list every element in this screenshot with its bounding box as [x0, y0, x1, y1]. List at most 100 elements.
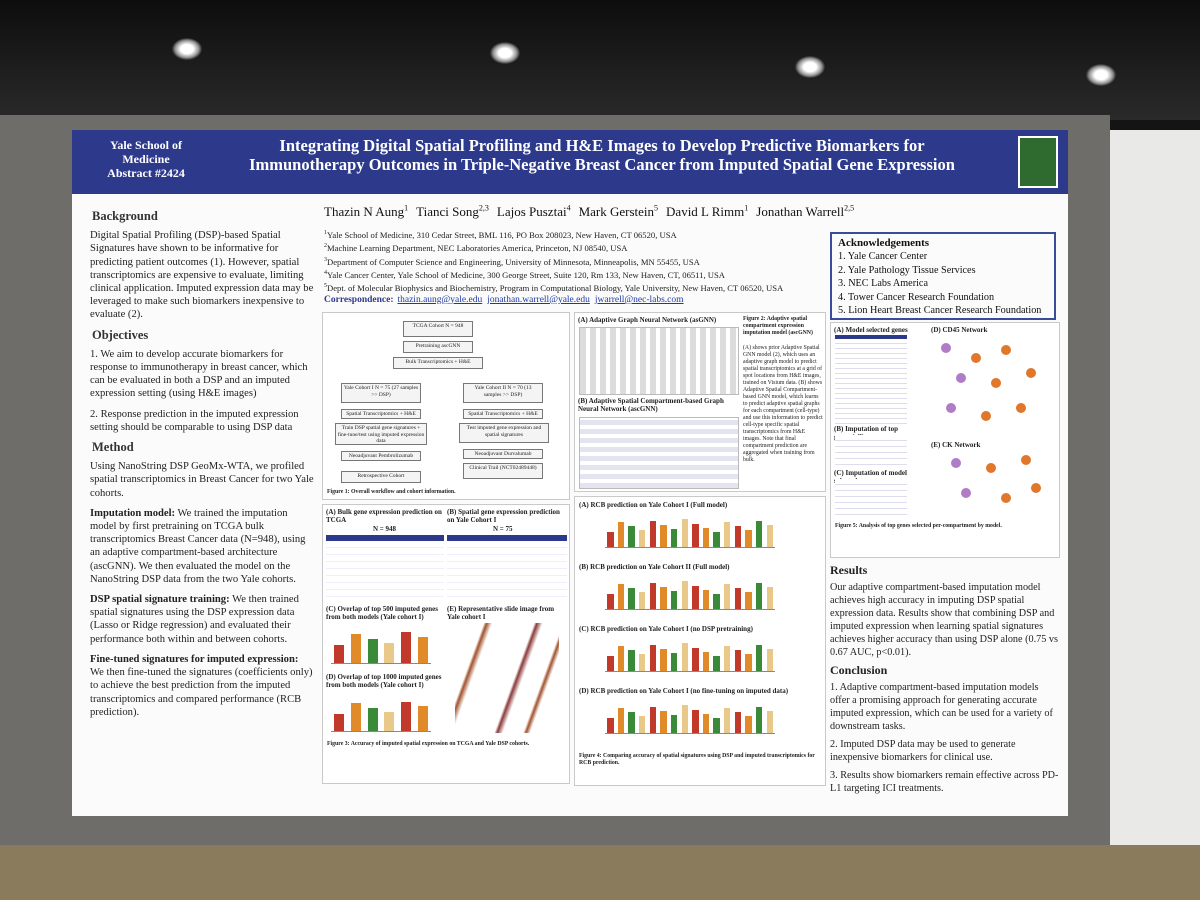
chart-graphic-bar [628, 588, 635, 609]
table-graphic [835, 435, 907, 465]
ack-item: 4. Tower Cancer Research Foundation [838, 291, 995, 303]
paragraph-lead: Imputation model: [90, 507, 176, 519]
table-graphic [326, 535, 444, 597]
section-heading: Method [92, 440, 134, 455]
chart-graphic-bar [628, 712, 635, 733]
affiliation-number: 2 [324, 243, 327, 250]
panel-title: (B) Adaptive Spatial Compartment-based G… [578, 397, 724, 413]
panel-title: (E) CK Network [931, 441, 981, 449]
author: David L Rimm1 [666, 204, 748, 219]
affiliation-text: Department of Computer Science and Engin… [327, 256, 700, 267]
chart-graphic-bar [766, 648, 773, 671]
section-heading: Results [830, 563, 868, 577]
chart-graphic-bar [628, 526, 635, 547]
chart-graphic-bar [660, 710, 667, 733]
paragraph: 2. Imputed DSP data may be used to gener… [830, 739, 1016, 763]
chart-graphic-bar [692, 647, 699, 671]
panel-subtitle: N = 948 [373, 525, 397, 533]
table-graphic [835, 335, 907, 425]
paragraph: Our adaptive compartment-based imputatio… [830, 582, 1058, 658]
ceiling [0, 0, 1200, 120]
chart-graphic-bar [334, 713, 345, 731]
panel-title: (C) RCB prediction on Yale Cohort I (no … [579, 625, 753, 633]
chart-graphic-bar [755, 706, 763, 733]
affiliation: 4Yale Cancer Center, Yale School of Medi… [324, 268, 894, 281]
author-affiliation: 1 [744, 204, 749, 213]
network-node [986, 463, 996, 473]
poster: Yale School of Medicine Abstract #2424 Int… [72, 130, 1068, 816]
chart-graphic-bar [713, 655, 720, 671]
chart-graphic-bar [607, 593, 614, 609]
email: thazin.aung@yale.edu [397, 294, 483, 305]
chart-graphic-bar [660, 648, 667, 671]
affiliation: 3Department of Computer Science and Engi… [324, 255, 894, 268]
chart-graphic-bar [670, 590, 678, 609]
chart-graphic-bar [639, 592, 646, 609]
affiliation-number: 3 [324, 256, 327, 263]
paragraph-text: 2. Response prediction in the imputed ex… [90, 408, 299, 433]
chart-graphic-bar [724, 584, 731, 609]
network-node [956, 373, 966, 383]
figure-caption: Figure 1: Overall workflow and cohort in… [327, 489, 456, 495]
chart-graphic-bar [755, 644, 763, 671]
chart-graphic-bar [607, 655, 614, 671]
chart-graphic-bar [639, 654, 646, 671]
chart-graphic-bar [681, 581, 688, 609]
network-node [946, 403, 956, 413]
paragraph: Using NanoString DSP GeoMx-WTA, we profi… [90, 460, 314, 500]
flow-node: Bulk Transcriptomics + H&E [393, 357, 483, 369]
affiliation: 1Yale School of Medicine, 310 Cedar Stre… [324, 228, 894, 241]
paragraph-text: We then fine-tuned the signatures (coeff… [90, 667, 313, 718]
network-node [1026, 368, 1036, 378]
lamp [1086, 64, 1116, 86]
affiliation-text: Dept. of Molecular Biophysics and Bioche… [327, 283, 784, 294]
chart-graphic-bar [639, 530, 646, 547]
table-graphic [835, 479, 907, 515]
paragraph-lead: Fine-tuned signatures for imputed expres… [90, 653, 299, 665]
chart-graphic-bar [417, 706, 428, 731]
chart-graphic-bar [692, 709, 699, 733]
lamp [172, 38, 202, 60]
figure-1: TCGA Cohort N = 948 Pretraining ascGNN Bul… [322, 312, 570, 500]
paragraph: Digital Spatial Profiling (DSP)-based Sp… [90, 229, 314, 321]
chart-graphic-bar [766, 524, 773, 547]
flow-node: Neoadjuvant Durvalumab [463, 449, 543, 459]
ack-item: 1. Yale Cancer Center [838, 251, 928, 263]
flow-node: Yale Cohort I N = 75 (27 samples >> DSP) [341, 383, 421, 403]
affiliation-number: 5 [324, 283, 327, 290]
chart-graphic-bar [702, 651, 710, 671]
network-node [991, 378, 1001, 388]
author-name: Mark Gerstein [578, 204, 655, 220]
chart-graphic-bar [745, 654, 752, 671]
flow-node: Spatial Transcriptomics + H&E [341, 409, 421, 419]
chart-graphic-bar [692, 585, 699, 609]
chart-graphic-bar [617, 584, 625, 609]
author-affiliation: 2,5 [844, 204, 855, 213]
chart-graphic [331, 693, 431, 732]
author: Thazin N Aung1 [324, 204, 408, 219]
chart-graphic-bar [628, 650, 635, 671]
ack-item: 5. Lion Heart Breast Cancer Research Fou… [838, 305, 1042, 317]
flow-node: TCGA Cohort N = 948 [403, 321, 473, 337]
section-heading: Background [92, 209, 158, 223]
ack-item: 2. Yale Pathology Tissue Services [838, 264, 976, 276]
author: Tianci Song2,3 [416, 204, 489, 219]
chart-graphic-bar [670, 714, 678, 733]
poster-header: Yale School of Medicine Abstract #2424 Int… [72, 130, 1068, 194]
chart-graphic-bar [607, 717, 614, 733]
chart-graphic-bar [660, 524, 667, 547]
panel-title: (B) RCB prediction on Yale Cohort II (Fu… [579, 563, 730, 571]
figure-caption: Figure 3: Accuracy of imputed spatial ex… [327, 741, 530, 747]
panel-subtitle: N = 75 [493, 525, 513, 533]
email: jonathan.warrell@yale.edu [487, 294, 590, 305]
paragraph: DSP spatial signature training: We then … [90, 593, 314, 646]
lamp [490, 42, 520, 64]
chart-graphic-bar [745, 592, 752, 609]
chart-graphic-bar [702, 527, 710, 547]
chart-graphic-bar [617, 522, 625, 547]
network-node [1001, 493, 1011, 503]
chart-graphic-bar [681, 705, 688, 733]
chart-graphic-bar [649, 706, 656, 733]
network-node [961, 488, 971, 498]
chart-graphic-bar [351, 703, 361, 731]
